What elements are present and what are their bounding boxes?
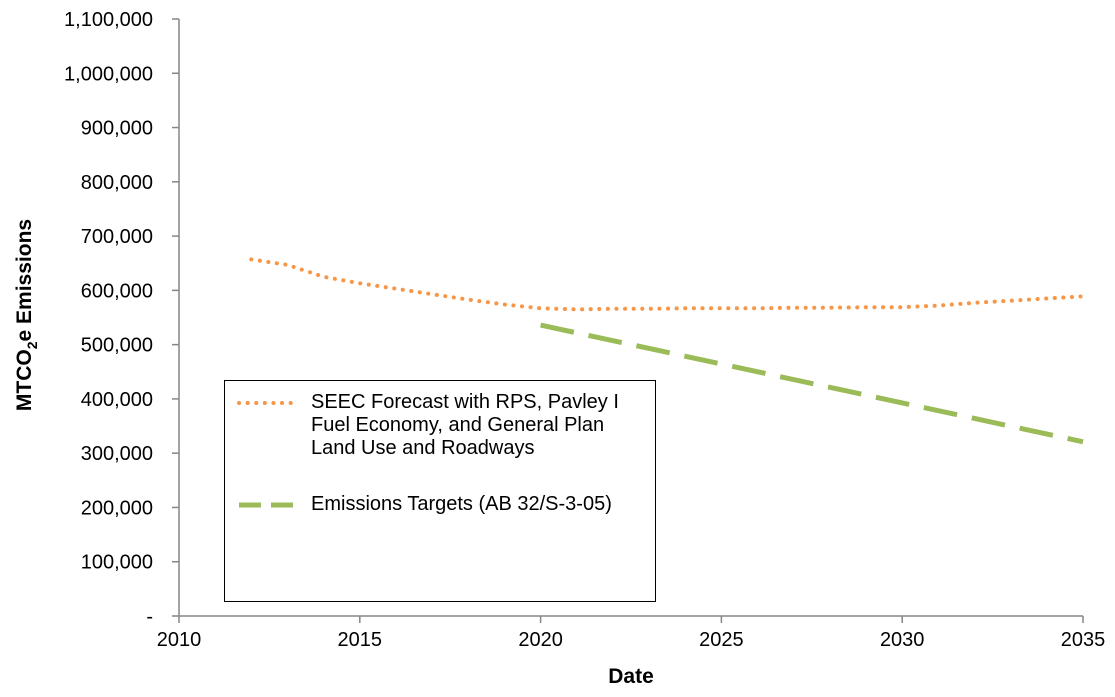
y-tick-label: 300,000: [81, 443, 153, 465]
y-axis-title: MTCO2e Emissions: [13, 219, 40, 411]
y-tick-label: 1,100,000: [64, 9, 153, 31]
y-tick-label: 900,000: [81, 118, 153, 140]
y-tick-label: 800,000: [81, 172, 153, 194]
legend-label-targets: Emissions Targets (AB 32/S-3-05): [311, 493, 612, 515]
legend-label-forecast: SEEC Forecast with RPS, Pavley I Fuel Ec…: [311, 391, 619, 459]
y-tick-label: 600,000: [81, 280, 153, 302]
legend-swatch-forecast: [237, 401, 301, 405]
chart-legend: SEEC Forecast with RPS, Pavley I Fuel Ec…: [224, 380, 656, 602]
y-tick-label: -: [146, 606, 153, 628]
targets-series-line: [540, 322, 1084, 445]
x-tick-label: 2030: [880, 629, 925, 651]
forecast-series-line: [249, 257, 1085, 312]
y-tick-label: 200,000: [81, 497, 153, 519]
series-layer: [249, 257, 1085, 445]
x-tick-label: 2015: [338, 629, 383, 651]
y-tick-label: 400,000: [81, 389, 153, 411]
y-tick-label: 100,000: [81, 552, 153, 574]
y-tick-label: 500,000: [81, 335, 153, 357]
x-tick-label: 2010: [157, 629, 202, 651]
y-tick-label: 1,000,000: [64, 63, 153, 85]
x-axis-title: Date: [608, 665, 654, 688]
y-axis-title-rest: e Emissions: [13, 219, 36, 342]
axes-layer: - 100,000 200,000 300,000 400,000 500,000 600,…: [64, 9, 1105, 651]
legend-swatch-targets: [239, 502, 299, 508]
x-tick-label: 2020: [518, 629, 563, 651]
x-tick-label: 2035: [1061, 629, 1106, 651]
y-tick-label: 700,000: [81, 226, 153, 248]
x-tick-label: 2025: [699, 629, 744, 651]
y-axis-title-main: MTCO: [13, 349, 36, 411]
y-axis-title-subscript: 2: [24, 341, 40, 349]
